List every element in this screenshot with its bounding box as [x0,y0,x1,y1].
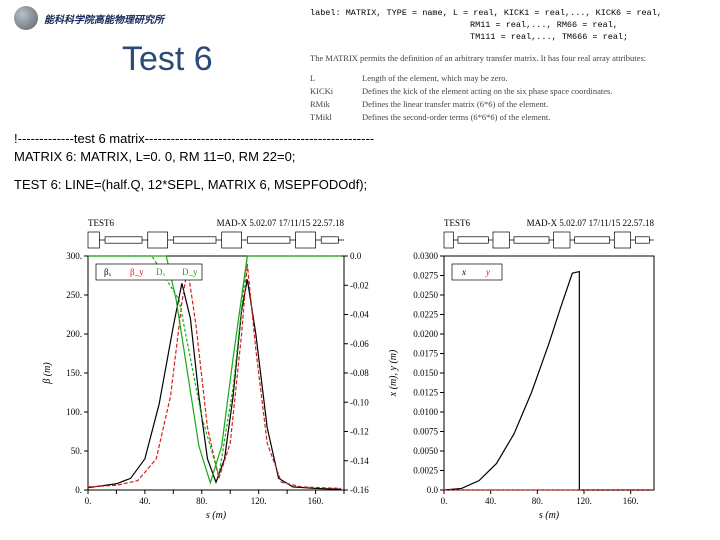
svg-text:50.: 50. [71,446,82,456]
header-logo: 能科科学院高能物理研究所 [14,6,164,30]
svg-text:-0.12: -0.12 [350,427,369,437]
svg-text:40.: 40. [485,496,496,506]
doc-syntax-2: RM11 = real,..., RM66 = real, [310,20,710,32]
svg-text:80.: 80. [532,496,543,506]
svg-text:-0.16: -0.16 [350,485,369,495]
svg-text:MAD-X 5.02.07 17/11/15 22.57.1: MAD-X 5.02.07 17/11/15 22.57.18 [527,218,655,228]
svg-text:250.: 250. [66,290,82,300]
svg-text:200.: 200. [66,329,82,339]
svg-text:x (m), y (m): x (m), y (m) [388,349,399,397]
code-l2: MATRIX 6: MATRIX, L=0. 0, RM 11=0, RM 22… [14,148,374,166]
svg-text:MAD-X 5.02.07 17/11/15 22.57.1: MAD-X 5.02.07 17/11/15 22.57.18 [217,218,345,228]
page-title: Test 6 [122,40,213,79]
svg-text:TEST6: TEST6 [444,218,470,228]
svg-text:-0.10: -0.10 [350,397,369,407]
svg-text:Dₓ: Dₓ [156,267,165,277]
svg-text:160.: 160. [308,496,324,506]
svg-text:y: y [485,267,490,277]
svg-text:β (m): β (m) [42,362,53,385]
svg-text:-0.04: -0.04 [350,310,369,320]
code-block: !-------------test 6 matrix-------------… [14,130,374,195]
code-l1: !-------------test 6 matrix-------------… [14,130,374,148]
svg-text:160.: 160. [623,496,639,506]
svg-text:300.: 300. [66,251,82,261]
svg-text:0.: 0. [85,496,92,506]
svg-text:0.0150: 0.0150 [413,368,438,378]
svg-text:βₓ: βₓ [104,267,112,277]
svg-text:β_y: β_y [130,267,144,277]
svg-text:0.0125: 0.0125 [413,388,438,398]
svg-text:TEST6: TEST6 [88,218,114,228]
logo-text: 能科科学院高能物理研究所 [44,11,164,26]
svg-text:-0.14: -0.14 [350,456,369,466]
svg-text:80.: 80. [196,496,207,506]
doc-syntax-1: label: MATRIX, TYPE = name, L = real, KI… [310,8,710,20]
svg-text:0.: 0. [75,485,82,495]
logo-mark [14,6,38,30]
svg-text:120.: 120. [576,496,592,506]
svg-text:0.0050: 0.0050 [413,446,438,456]
beta-dispersion-chart: TEST6 MAD-X 5.02.07 17/11/15 22.57.18 0. 40… [34,214,374,524]
svg-text:D_y: D_y [182,267,198,277]
svg-text:-0.08: -0.08 [350,368,369,378]
matrix-doc: label: MATRIX, TYPE = name, L = real, KI… [310,8,710,123]
doc-paragraph: The MATRIX permits the definition of an … [310,52,710,65]
svg-text:150.: 150. [66,368,82,378]
doc-attr-rows: LLength of the element, which may be zer… [310,72,710,123]
svg-text:0.0225: 0.0225 [413,310,438,320]
svg-text:0.0175: 0.0175 [413,349,438,359]
svg-text:0.0100: 0.0100 [413,407,438,417]
svg-text:s (m): s (m) [539,510,560,521]
svg-text:0.: 0. [441,496,448,506]
svg-text:-0.02: -0.02 [350,280,369,290]
doc-syntax-3: TM111 = real,..., TM666 = real; [310,32,710,44]
svg-text:120.: 120. [251,496,267,506]
svg-text:0.0250: 0.0250 [413,290,438,300]
svg-text:x: x [461,267,466,277]
svg-text:0.0300: 0.0300 [413,251,438,261]
charts-row: TEST6 MAD-X 5.02.07 17/11/15 22.57.18 0. 40… [34,214,686,524]
svg-text:0.0275: 0.0275 [413,271,438,281]
svg-text:0.0: 0.0 [427,485,439,495]
svg-text:100.: 100. [66,407,82,417]
svg-text:40.: 40. [139,496,150,506]
svg-text:0.0200: 0.0200 [413,329,438,339]
svg-text:-0.06: -0.06 [350,339,369,349]
code-l3: TEST 6: LINE=(half.Q, 12*SEPL, MATRIX 6,… [14,176,374,194]
svg-text:s (m): s (m) [206,510,227,521]
svg-text:0.0075: 0.0075 [413,427,438,437]
svg-text:0.0: 0.0 [350,251,362,261]
svg-text:0.0025: 0.0025 [413,466,438,476]
orbit-chart: TEST6 MAD-X 5.02.07 17/11/15 22.57.18 0. 40… [386,214,686,524]
